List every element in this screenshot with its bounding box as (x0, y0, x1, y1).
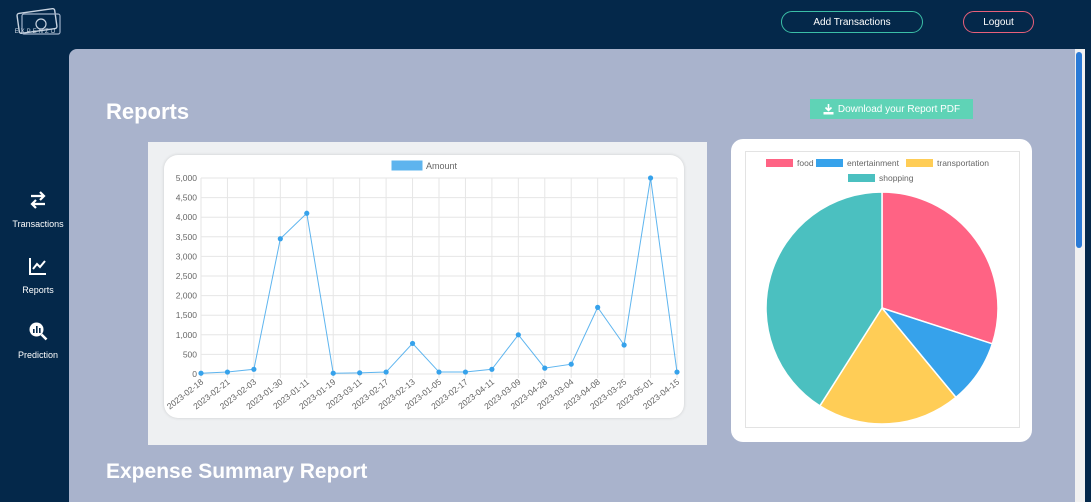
pie-slice-shopping (765, 191, 883, 407)
legend-swatch-amount (391, 160, 423, 171)
line-chart-card: Amount 0 500 1,000 1,500 2,000 2,500 3,000 3,500… (148, 142, 707, 445)
swap-arrows-icon (30, 191, 46, 209)
sidebar-item-reports[interactable]: Reports (0, 256, 76, 298)
sidebar-item-transactions[interactable]: Transactions (0, 190, 76, 232)
pie-chart-card: food entertainment transportation shopping (731, 139, 1032, 442)
main-panel: Reports Download your Report PDF Amount 0… (69, 49, 1075, 502)
sidebar-item-label: Prediction (17, 350, 59, 360)
data-point (462, 369, 469, 375)
logo-text: EXPENZO (14, 29, 58, 35)
data-point (383, 369, 389, 375)
data-point (621, 342, 627, 348)
page-title: Reports (106, 99, 190, 124)
expense-summary-title: Expense Summary Report (106, 460, 368, 483)
sidebar-item-prediction[interactable]: Prediction (0, 321, 76, 363)
data-point (357, 370, 363, 376)
download-pdf-button[interactable]: Download your Report PDF (810, 99, 973, 119)
download-icon (823, 103, 834, 114)
legend-swatch-food (766, 159, 793, 167)
scrollbar-thumb[interactable] (1076, 52, 1082, 248)
expenzo-logo (16, 8, 61, 35)
y-tick-label: 3,500 (176, 232, 198, 242)
y-tick-label: 4,000 (176, 212, 198, 222)
line-chart-icon (29, 258, 46, 275)
y-tick-label: 500 (183, 349, 197, 359)
add-transactions-button[interactable]: Add Transactions (781, 11, 923, 33)
download-pdf-label: Download your Report PDF (837, 103, 961, 115)
sidebar-item-label: Reports (22, 285, 54, 295)
legend-label-transportation: transportation (937, 158, 989, 168)
legend-label-shopping: shopping (879, 173, 914, 183)
legend-label-food: food (797, 158, 814, 168)
legend-swatch-shopping (848, 174, 875, 182)
data-point (330, 370, 336, 376)
data-point (277, 236, 283, 242)
data-point (647, 175, 654, 181)
line-chart-container: Amount 0 500 1,000 1,500 2,000 2,500 3,000 3,500… (164, 155, 684, 418)
y-tick-label: 2,000 (176, 291, 198, 301)
data-point (568, 361, 574, 367)
data-point (198, 370, 204, 376)
y-tick-label: 5,000 (176, 173, 198, 183)
legend-label-entertainment: entertainment (847, 158, 900, 168)
data-point (436, 369, 442, 375)
sidebar-item-label: Transactions (12, 219, 64, 229)
legend-swatch-entertainment (816, 159, 843, 167)
pie-chart-container: food entertainment transportation shopping (745, 151, 1020, 428)
y-tick-label: 0 (192, 369, 197, 379)
data-point (515, 332, 521, 338)
y-tick-label: 1,500 (176, 310, 198, 320)
legend-label-amount: Amount (426, 161, 458, 171)
amount-line-chart: Amount 0 500 1,000 1,500 2,000 2,500 3,000 3,500… (165, 160, 681, 411)
y-tick-label: 2,500 (176, 271, 198, 281)
data-point (251, 366, 257, 372)
pie-slice-food (881, 191, 999, 345)
data-point (409, 340, 416, 347)
legend-swatch-transportation (906, 159, 933, 167)
data-point (595, 304, 601, 310)
category-pie-chart: food entertainment transportation shopping (765, 158, 999, 425)
analytics-search-icon (29, 322, 48, 341)
logout-button[interactable]: Logout (963, 11, 1034, 33)
pie-slice-transportation (818, 306, 957, 425)
y-tick-label: 3,000 (176, 251, 198, 261)
data-point (489, 366, 495, 372)
y-tick-label: 4,500 (176, 193, 198, 203)
data-point (224, 369, 231, 375)
data-point (304, 210, 310, 216)
data-point (542, 365, 548, 371)
y-tick-label: 1,000 (176, 330, 198, 340)
data-point (674, 369, 680, 375)
scrollbar-track[interactable] (1075, 49, 1085, 502)
